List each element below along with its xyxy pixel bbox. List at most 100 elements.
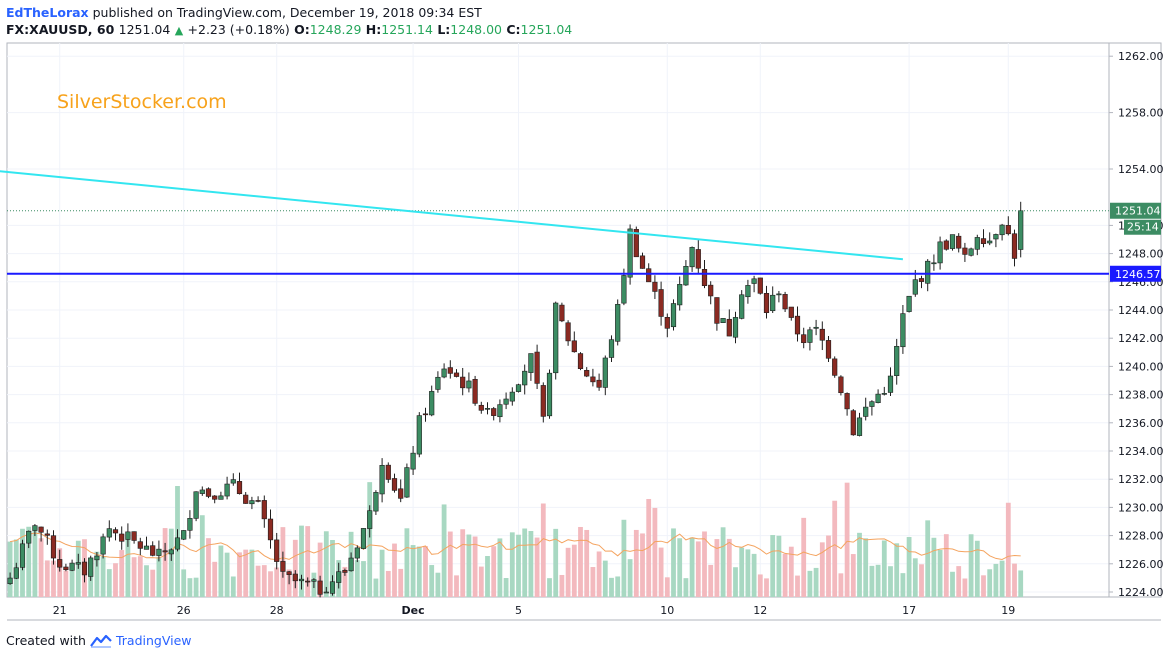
- candle-body: [987, 240, 993, 244]
- volume-bar: [652, 507, 658, 597]
- candle-body: [701, 269, 708, 287]
- last-price: 1251.04: [118, 22, 171, 37]
- candle-body: [174, 537, 181, 550]
- candle-body: [906, 295, 912, 312]
- volume-bar: [844, 482, 850, 597]
- volume-bar: [330, 539, 335, 597]
- candle-body: [484, 408, 491, 410]
- volume-bar: [788, 546, 794, 597]
- candle-body: [912, 279, 918, 295]
- volume-bar: [770, 535, 776, 597]
- volume-bar: [361, 561, 366, 597]
- candle-body: [280, 561, 286, 572]
- candle-body: [416, 415, 422, 455]
- candle-body: [745, 285, 751, 298]
- candle-body: [205, 488, 212, 497]
- candle-body: [528, 353, 534, 373]
- volume-bar: [671, 528, 676, 597]
- volume-bar: [435, 572, 441, 597]
- candle-body: [999, 224, 1005, 236]
- volume-bar: [633, 529, 639, 597]
- countdown-badge: [1124, 219, 1161, 235]
- volume-bar: [540, 503, 546, 597]
- volume-bar: [826, 535, 831, 597]
- candle-body: [832, 358, 838, 376]
- volume-bar: [981, 575, 986, 597]
- candle-body: [453, 372, 460, 377]
- candle-body: [292, 573, 298, 582]
- countdown-label: 25:14: [1127, 221, 1159, 234]
- volume-bar: [57, 548, 63, 597]
- candle-body: [57, 559, 63, 568]
- candle-body: [317, 580, 323, 595]
- volume-bar: [243, 549, 249, 597]
- y-tick-label: 1262.00: [1118, 50, 1164, 63]
- candle-body: [875, 393, 881, 403]
- volume-bar: [119, 550, 125, 597]
- open-value: 1248.29: [309, 22, 362, 37]
- volume-bar: [447, 531, 453, 597]
- volume-bar: [739, 547, 745, 597]
- candle-body: [590, 376, 596, 383]
- candle-body: [708, 284, 714, 297]
- candle-body: [441, 368, 447, 378]
- candle-body: [509, 391, 515, 402]
- volume-bar: [193, 577, 199, 597]
- volume-bar: [987, 569, 993, 597]
- volume-bar: [683, 578, 689, 597]
- x-tick-label: 21: [53, 604, 67, 617]
- volume-bar: [838, 573, 844, 597]
- candle-body: [472, 379, 478, 404]
- volume-bar: [615, 576, 621, 597]
- candle-body: [602, 357, 608, 388]
- candle-body: [627, 228, 633, 278]
- last-price-badge-label: 1251.04: [1115, 205, 1161, 218]
- volume-bar: [776, 535, 782, 597]
- volume-bar: [522, 528, 528, 597]
- low-value: 1248.00: [450, 22, 502, 37]
- candle-body: [1011, 233, 1018, 259]
- y-tick-label: 1238.00: [1118, 389, 1164, 402]
- author-link[interactable]: EdTheLorax: [6, 5, 89, 20]
- candle-body: [869, 401, 875, 407]
- volume-bar: [410, 545, 416, 597]
- candle-body: [218, 495, 224, 500]
- candle-body: [348, 557, 354, 572]
- candle-body: [336, 571, 342, 583]
- volume-bar: [764, 578, 769, 597]
- candle-body: [565, 322, 571, 342]
- y-tick-label: 1224.00: [1118, 586, 1164, 599]
- candle-body: [695, 249, 701, 269]
- volume-bar: [199, 515, 205, 597]
- volume-bar: [516, 534, 521, 597]
- volume-bar: [113, 563, 118, 597]
- candle-body: [782, 294, 788, 310]
- volume-bar: [423, 546, 428, 597]
- volume-bar: [156, 556, 162, 597]
- volume-bar: [69, 562, 75, 597]
- candle-body: [398, 488, 404, 499]
- tradingview-link[interactable]: TradingView: [115, 633, 192, 648]
- candle-body: [732, 317, 739, 338]
- volume-bar: [373, 578, 379, 597]
- plot-frame: [6, 42, 1162, 598]
- candle-body: [137, 541, 143, 549]
- candle-body: [19, 543, 26, 568]
- candle-body: [534, 351, 540, 384]
- candle-body: [776, 293, 782, 296]
- volume-bar: [63, 570, 69, 597]
- candle-body: [515, 384, 522, 392]
- candle-body: [596, 379, 602, 388]
- candle-body: [373, 492, 379, 512]
- candle-body: [956, 235, 962, 249]
- volume-bar: [745, 549, 751, 597]
- volume-bar: [224, 552, 230, 597]
- volume-bar: [429, 565, 435, 597]
- candle-body: [825, 340, 832, 359]
- candle-body: [856, 417, 863, 436]
- volume-bar: [627, 559, 633, 597]
- close-label: C:: [506, 22, 521, 37]
- volume-bar: [1005, 502, 1011, 597]
- candle-body: [633, 229, 639, 258]
